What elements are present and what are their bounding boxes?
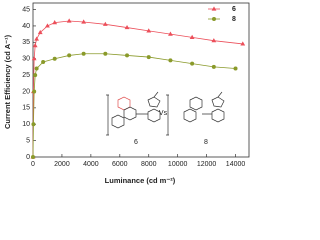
marker: [190, 61, 195, 66]
ring: [147, 108, 161, 123]
marker: [81, 51, 86, 56]
marker: [32, 89, 37, 94]
x-tick-label: 10000: [168, 161, 188, 168]
y-tick-label: 15: [22, 105, 30, 112]
marker: [189, 34, 195, 40]
marker: [52, 20, 58, 25]
chart: Luminance (cd m⁻²) Current Efficiency (c…: [3, 2, 250, 185]
legend-label: 6: [232, 6, 236, 13]
ring: [183, 108, 197, 123]
marker: [211, 38, 217, 43]
x-tick-label: 8000: [141, 161, 157, 168]
series-line: [32, 53, 236, 158]
marker: [34, 36, 40, 41]
marker: [33, 73, 38, 78]
marker: [31, 122, 36, 127]
x-tick-label: 2000: [54, 161, 70, 168]
structures: [106, 91, 225, 136]
y-tick-label: 40: [22, 23, 30, 30]
x-tick-label: 4000: [83, 161, 99, 168]
marker: [31, 56, 37, 61]
marker: [102, 21, 108, 26]
marker: [240, 41, 246, 46]
bond: [202, 91, 223, 115]
marker: [32, 42, 38, 48]
y-tick-label: 30: [22, 56, 30, 63]
marker: [168, 31, 173, 36]
x-tick-label: 12000: [197, 161, 217, 168]
marker: [37, 29, 43, 35]
bond: [136, 91, 159, 115]
marker: [45, 23, 50, 28]
y-tick-label: 25: [22, 72, 30, 79]
ring: [147, 96, 161, 108]
marker: [124, 24, 130, 30]
legend-label: 8: [232, 16, 236, 23]
marker: [168, 58, 173, 63]
ring: [123, 106, 137, 121]
marker: [34, 66, 39, 71]
marker: [66, 18, 72, 23]
marker: [125, 53, 130, 58]
bracket: [106, 94, 109, 136]
plot-frame: [32, 2, 250, 158]
structure-label: 8: [204, 139, 208, 146]
x-tick-label: 0: [31, 161, 35, 168]
marker: [103, 51, 108, 56]
x-axis-label: Luminance (cd m⁻²): [105, 176, 176, 185]
y-tick-label: 20: [22, 88, 30, 95]
y-tick-label: 35: [22, 39, 30, 46]
structure-label: 6: [134, 139, 138, 146]
series-line: [32, 20, 243, 158]
x-tick-label: 6000: [112, 161, 128, 168]
x-tick-label: 14000: [226, 161, 246, 168]
marker: [146, 28, 152, 33]
bracket: [166, 94, 169, 136]
y-axis-label: Current Efficiency (cd A⁻¹): [3, 34, 12, 129]
marker: [67, 53, 72, 58]
marker: [31, 155, 35, 159]
marker: [81, 19, 87, 24]
marker: [233, 66, 238, 71]
ring: [211, 108, 225, 123]
annotation: Vs: [159, 110, 168, 117]
ring: [211, 96, 225, 108]
marker: [146, 55, 151, 60]
marker: [211, 64, 216, 69]
y-tick-label: 10: [22, 121, 30, 128]
ring: [189, 96, 203, 111]
y-tick-label: 5: [26, 137, 30, 144]
ring: [111, 114, 125, 129]
y-tick-label: 0: [26, 154, 30, 161]
y-tick-label: 45: [22, 6, 30, 13]
legend-marker: [211, 6, 217, 11]
marker: [52, 56, 57, 61]
marker: [41, 59, 46, 64]
